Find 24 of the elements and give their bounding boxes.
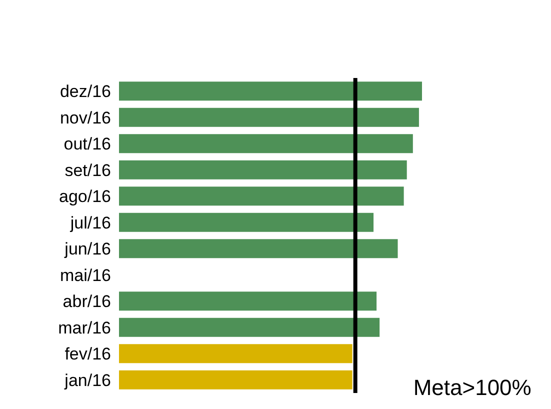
y-tick-label: mar/16 <box>58 318 111 338</box>
y-tick-label: out/16 <box>64 134 111 154</box>
bar <box>119 212 374 232</box>
y-tick-label: abr/16 <box>62 292 111 312</box>
y-tick-label: fev/16 <box>64 344 111 364</box>
y-tick-label: set/16 <box>64 160 111 180</box>
y-tick-label: dez/16 <box>60 82 111 102</box>
bar <box>119 134 413 154</box>
bar <box>119 370 352 390</box>
bar <box>119 344 352 364</box>
y-tick-label: jul/16 <box>69 213 111 232</box>
bar <box>119 318 380 337</box>
bar <box>119 108 419 127</box>
bar <box>119 160 407 180</box>
y-tick-label: mai/16 <box>60 266 111 285</box>
y-tick-label: jan/16 <box>64 370 111 390</box>
y-tick-label: ago/16 <box>59 187 111 206</box>
bar <box>119 292 377 311</box>
bar <box>119 239 398 258</box>
ref-line-label: Meta>100% <box>413 375 532 400</box>
y-tick-label: jun/16 <box>64 240 111 259</box>
y-tick-label: nov/16 <box>60 108 111 128</box>
bar <box>119 82 422 101</box>
bar <box>119 186 404 206</box>
